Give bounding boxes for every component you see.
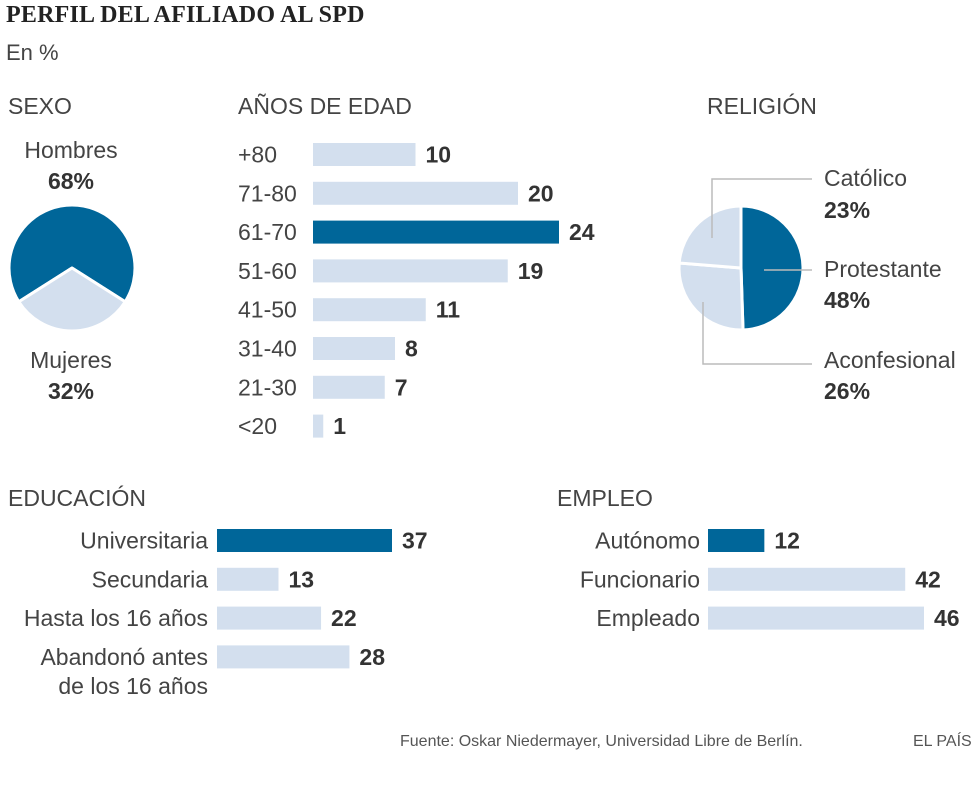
brand-logo: EL PAÍS bbox=[913, 733, 972, 750]
bar-20 bbox=[313, 414, 324, 438]
bar-71-80 bbox=[313, 181, 518, 205]
pie-label-protestante: Protestante bbox=[824, 256, 942, 282]
category-label-funcionario: Funcionario bbox=[580, 566, 700, 592]
pie-slice-aconfesional bbox=[677, 261, 745, 332]
chart-subtitle: En % bbox=[6, 40, 59, 65]
category-label-20: <20 bbox=[238, 413, 277, 439]
bar-51-60 bbox=[313, 259, 508, 283]
religion-section-title: RELIGIÓN bbox=[707, 93, 817, 119]
bar-abandono-antes-de-los-16-anos bbox=[217, 645, 350, 669]
value-label-71-80: 20 bbox=[528, 180, 554, 206]
pie-slice-hombres bbox=[7, 203, 137, 304]
category-label-51-60: 51-60 bbox=[238, 258, 297, 284]
pie-value-catolico: 23% bbox=[824, 197, 871, 223]
value-label-21-30: 7 bbox=[395, 374, 408, 400]
category-label-71-80: 71-80 bbox=[238, 180, 297, 206]
pie-label-hombres: Hombres bbox=[24, 137, 118, 163]
empleo-section-title: EMPLEO bbox=[557, 485, 653, 511]
bar-41-50 bbox=[313, 298, 426, 322]
value-label-20: 1 bbox=[333, 413, 346, 439]
pie-slice-catolico bbox=[677, 204, 743, 270]
bar-autonomo bbox=[708, 529, 765, 552]
category-label-21-30: 21-30 bbox=[238, 374, 297, 400]
bar-empleado bbox=[708, 606, 924, 630]
value-label-autonomo: 12 bbox=[774, 528, 800, 554]
value-label-80: 10 bbox=[426, 142, 452, 168]
value-label-secundaria: 13 bbox=[288, 566, 314, 592]
bar-80 bbox=[313, 143, 416, 166]
category-label-31-40: 31-40 bbox=[238, 336, 297, 362]
pie-label-mujeres: Mujeres bbox=[30, 347, 112, 373]
bar-hasta-los-16-anos bbox=[217, 606, 322, 630]
value-label-51-60: 19 bbox=[518, 258, 544, 284]
category-label-empleado: Empleado bbox=[596, 605, 700, 631]
bar-31-40 bbox=[313, 337, 395, 360]
pie-value-protestante: 48% bbox=[824, 287, 871, 313]
value-label-empleado: 46 bbox=[934, 605, 960, 631]
category-label-secundaria: Secundaria bbox=[92, 566, 209, 592]
bar-21-30 bbox=[313, 375, 385, 399]
leader-line-catolico bbox=[711, 178, 812, 238]
category-label-universitaria: Universitaria bbox=[80, 528, 208, 554]
category-label-abandono-antes-de-los-16-anos: Abandonó antes bbox=[40, 644, 208, 670]
chart-title: PERFIL DEL AFILIADO AL SPD bbox=[6, 2, 365, 28]
edad-section-title: AÑOS DE EDAD bbox=[238, 93, 412, 119]
pie-slice-mujeres bbox=[17, 266, 127, 333]
category-label-hasta-los-16-anos: Hasta los 16 años bbox=[24, 605, 208, 631]
bar-61-70 bbox=[313, 220, 559, 244]
leader-line-aconfesional bbox=[702, 302, 812, 365]
bar-universitaria bbox=[217, 529, 392, 552]
category-label-61-70: 61-70 bbox=[238, 219, 297, 245]
pie-value-hombres: 68% bbox=[47, 168, 95, 194]
value-label-41-50: 11 bbox=[436, 297, 461, 323]
pie-label-aconfesional: Aconfesional bbox=[824, 347, 956, 373]
source-note: Fuente: Oskar Niedermayer, Universidad L… bbox=[400, 733, 803, 750]
value-label-61-70: 24 bbox=[569, 219, 595, 245]
value-label-universitaria: 37 bbox=[402, 528, 428, 554]
category-label-abandono-antes-de-los-16-anos-line2: de los 16 años bbox=[58, 673, 208, 699]
value-label-31-40: 8 bbox=[405, 336, 418, 362]
category-label-41-50: 41-50 bbox=[238, 297, 297, 323]
educacion-section-title: EDUCACIÓN bbox=[8, 485, 147, 511]
category-label-autonomo: Autónomo bbox=[595, 528, 700, 554]
bar-secundaria bbox=[217, 567, 279, 591]
sexo-section-title: SEXO bbox=[8, 93, 72, 119]
pie-value-mujeres: 32% bbox=[47, 378, 95, 404]
pie-value-aconfesional: 26% bbox=[824, 378, 871, 404]
bar-funcionario bbox=[708, 567, 906, 591]
pie-slice-protestante bbox=[739, 204, 805, 332]
value-label-abandono-antes-de-los-16-anos: 28 bbox=[359, 644, 385, 670]
value-label-funcionario: 42 bbox=[915, 566, 941, 592]
value-label-hasta-los-16-anos: 22 bbox=[331, 605, 357, 631]
pie-label-catolico: Católico bbox=[824, 165, 908, 191]
category-label-80: +80 bbox=[238, 142, 277, 168]
